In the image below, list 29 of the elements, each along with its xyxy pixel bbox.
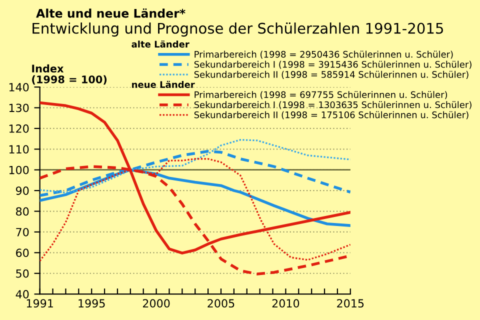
legend-label: Primarbereich (1998 = 2950436 Schülerinnen u. Schüler) bbox=[194, 50, 453, 59]
annotation: neue Länder bbox=[132, 80, 195, 88]
chart-subtitle: Entwicklung und Prognose der Schülerzahlen 1991-2015 bbox=[32, 22, 443, 37]
line-series bbox=[40, 139, 350, 194]
y-tick-label: 50 bbox=[16, 269, 29, 278]
x-tick-label: 2005 bbox=[208, 299, 234, 308]
y-tick-label: 40 bbox=[16, 290, 29, 298]
y-tick-label: 110 bbox=[9, 145, 29, 154]
x-tick-label: 2000 bbox=[142, 299, 170, 308]
legend-label: Sekundarbereich I (1998 = 3915436 Schülerinnen u. Schüler) bbox=[194, 60, 472, 69]
y-axis-title: Index (1998 = 100) bbox=[32, 64, 107, 85]
x-tick-label: 2015 bbox=[337, 299, 364, 308]
y-tick-label: 120 bbox=[9, 124, 29, 133]
x-tick-label: 1995 bbox=[78, 299, 105, 308]
legend-label: Sekundarbereich II (1998 = 585914 Schülerinnen u. Schüler) bbox=[194, 70, 468, 79]
legend-label: Sekundarbereich II (1998 = 175106 Schülerinnen u. Schüler) bbox=[194, 111, 468, 120]
y-tick-label: 70 bbox=[16, 228, 29, 236]
legend-label: Sekundarbereich I (1998 = 1303635 Schülerinnen u. Schüler) bbox=[194, 101, 472, 110]
legend-label: Primarbereich (1998 = 697755 Schülerinnen u. Schüler) bbox=[194, 91, 448, 100]
y-tick-label: 140 bbox=[9, 83, 29, 92]
y-tick-label: 80 bbox=[16, 207, 29, 216]
chart-title: Alte und neue Länder* bbox=[36, 8, 186, 18]
text: alte Länder bbox=[132, 40, 190, 48]
y-tick-label: 130 bbox=[9, 104, 29, 112]
x-tick-label: 1991 bbox=[26, 299, 53, 308]
x-tick-label: 2010 bbox=[272, 299, 300, 308]
y-tick-label: 90 bbox=[16, 186, 29, 195]
y-tick-label: 60 bbox=[16, 248, 29, 258]
y-tick-label: 100 bbox=[9, 166, 29, 174]
